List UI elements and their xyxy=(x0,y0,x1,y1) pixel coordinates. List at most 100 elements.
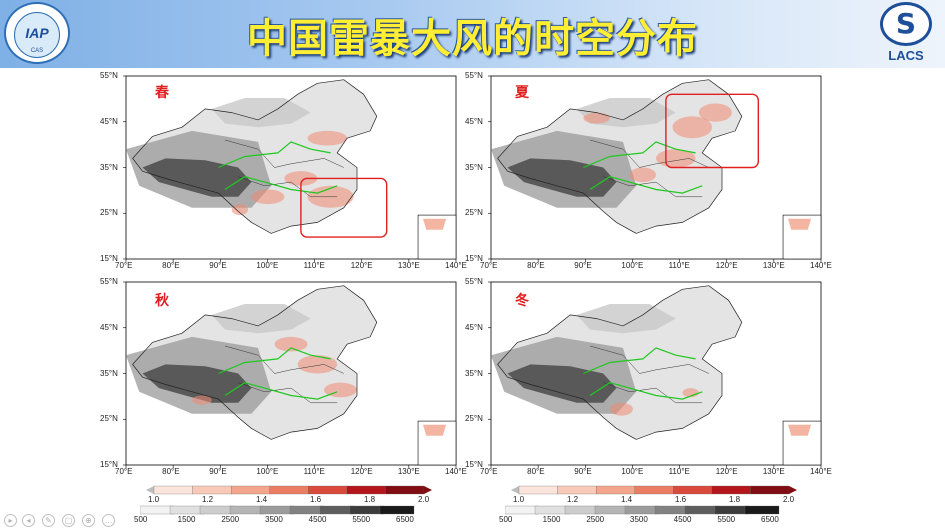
x-tick-label: 80°E xyxy=(162,467,180,476)
season-label-spring: 春 xyxy=(155,85,169,101)
x-tick-label: 110°E xyxy=(668,261,690,270)
map-plot xyxy=(488,281,822,468)
y-tick-label: 25°N xyxy=(100,208,118,218)
x-tick-label: 120°E xyxy=(350,261,373,270)
red-colorbar-tick: 2.0 xyxy=(783,495,795,504)
y-tick-label: 25°N xyxy=(465,208,483,218)
y-tick-label: 55°N xyxy=(465,277,483,286)
y-tick-label: 35°N xyxy=(100,368,118,378)
gray-colorbar-tick: 6500 xyxy=(396,515,414,524)
x-tick-label: 120°E xyxy=(350,467,373,476)
y-tick-label: 45°N xyxy=(465,322,483,332)
slide-header: IAP CAS 中国雷暴大风的时空分布 S LACS xyxy=(0,0,945,68)
map-plot xyxy=(488,75,822,262)
y-tick-label: 45°N xyxy=(100,322,118,332)
y-tick-label: 25°N xyxy=(100,414,118,424)
left-colorbars: 1.0 1.2 1.4 1.6 1.8 2.0 500 1500 2500 3500 4500 550… xyxy=(134,484,440,524)
slide-title: 中国雷暴大风的时空分布 xyxy=(247,16,698,62)
red-colorbar-tick: 1.0 xyxy=(148,495,160,504)
y-tick-label: 15°N xyxy=(100,460,118,469)
x-tick-label: 120°E xyxy=(715,261,738,270)
x-tick-label: 130°E xyxy=(762,467,785,476)
x-tick-label: 90°E xyxy=(574,467,592,476)
x-tick-label: 100°E xyxy=(621,467,644,476)
y-tick-label: 55°N xyxy=(100,71,118,80)
x-tick-label: 90°E xyxy=(574,261,592,270)
y-tick-label: 15°N xyxy=(100,254,118,263)
lacs-logo-text: LACS xyxy=(888,48,924,63)
gray-colorbar-tick: 500 xyxy=(134,515,148,524)
pen-icon[interactable]: ✎ xyxy=(42,514,55,527)
lacs-logo: S LACS xyxy=(874,2,938,66)
gray-colorbar-tick: 3500 xyxy=(265,515,283,524)
gray-colorbar-tick: 4500 xyxy=(673,515,692,524)
x-tick-label: 90°E xyxy=(209,467,227,476)
right-colorbars: 1.0 1.2 1.4 1.6 1.8 2.0 500 1500 2500 3500 4500 550… xyxy=(499,484,805,524)
x-tick-label: 100°E xyxy=(256,261,279,270)
map-plot xyxy=(123,281,457,468)
season-label-autumn: 秋 xyxy=(155,293,169,309)
red-colorbar-tick: 1.6 xyxy=(675,495,687,504)
y-tick-label: 35°N xyxy=(100,162,118,172)
x-tick-label: 120°E xyxy=(715,467,738,476)
x-tick-label: 90°E xyxy=(209,261,227,270)
y-tick-label: 35°N xyxy=(465,368,483,378)
x-tick-label: 70°E xyxy=(480,261,498,270)
y-tick-label: 55°N xyxy=(465,71,483,80)
iap-logo-subtext: CAS xyxy=(30,48,44,54)
x-tick-label: 140°E xyxy=(810,261,832,270)
y-tick-label: 25°N xyxy=(465,414,483,424)
zoom-icon[interactable]: ⊕ xyxy=(82,514,95,527)
more-icon[interactable]: … xyxy=(102,514,115,527)
x-tick-label: 70°E xyxy=(480,467,498,476)
x-tick-label: 100°E xyxy=(621,261,644,270)
gray-colorbar-tick: 1500 xyxy=(177,515,196,524)
play-icon[interactable]: ▸ xyxy=(4,514,17,527)
spring-map-panel: 春 55°N 45°N 35°N 25°N 15°N 70°E 80°E 90°E 100°E 1… xyxy=(100,70,470,280)
red-colorbar-tick: 1.0 xyxy=(513,495,525,504)
back-icon[interactable]: ◂ xyxy=(22,514,35,527)
red-colorbar-tick: 2.0 xyxy=(418,495,430,504)
iap-logo: IAP CAS xyxy=(4,2,70,64)
x-tick-label: 140°E xyxy=(810,467,832,476)
gray-colorbar-tick: 3500 xyxy=(630,515,648,524)
red-colorbar-tick: 1.2 xyxy=(567,495,579,504)
red-colorbar-tick: 1.6 xyxy=(310,495,322,504)
x-tick-label: 130°E xyxy=(397,261,420,270)
y-tick-label: 45°N xyxy=(100,116,118,126)
gray-colorbar-tick: 6500 xyxy=(761,515,779,524)
x-tick-label: 140°E xyxy=(445,261,467,270)
map-plot xyxy=(123,75,457,262)
x-tick-label: 80°E xyxy=(527,467,545,476)
red-colorbar-tick: 1.8 xyxy=(729,495,741,504)
red-colorbar-tick: 1.4 xyxy=(621,495,633,504)
y-tick-label: 15°N xyxy=(465,254,483,263)
iap-logo-text: IAP xyxy=(25,25,49,41)
x-tick-label: 130°E xyxy=(762,261,785,270)
gray-colorbar-tick: 1500 xyxy=(542,515,561,524)
x-tick-label: 80°E xyxy=(527,261,545,270)
x-tick-label: 110°E xyxy=(303,467,325,476)
red-colorbar-tick: 1.2 xyxy=(202,495,214,504)
season-label-summer: 夏 xyxy=(515,85,529,101)
lacs-emblem-icon: S xyxy=(880,2,932,46)
x-tick-label: 80°E xyxy=(162,261,180,270)
gray-colorbar-tick: 2500 xyxy=(586,515,605,524)
copy-icon[interactable]: ▢ xyxy=(62,514,75,527)
gray-colorbar-tick: 2500 xyxy=(221,515,240,524)
gray-colorbar-tick: 500 xyxy=(499,515,513,524)
season-label-winter: 冬 xyxy=(515,293,529,309)
x-tick-label: 70°E xyxy=(115,467,133,476)
winter-map-panel: 冬 55°N 45°N 35°N 25°N 15°N 70°E 80°E 90°E 100°E 1… xyxy=(465,276,835,486)
y-tick-label: 55°N xyxy=(100,277,118,286)
x-tick-label: 100°E xyxy=(256,467,279,476)
red-colorbar-tick: 1.4 xyxy=(256,495,268,504)
gray-colorbar-tick: 5500 xyxy=(352,515,371,524)
iap-logo-ring xyxy=(14,12,60,58)
summer-map-panel: 夏 55°N 45°N 35°N 25°N 15°N 70°E 80°E 90°E 100°E 1… xyxy=(465,70,835,280)
red-colorbar-tick: 1.8 xyxy=(364,495,376,504)
y-tick-label: 45°N xyxy=(465,116,483,126)
gray-colorbar-tick: 5500 xyxy=(717,515,736,524)
y-tick-label: 15°N xyxy=(465,460,483,469)
x-tick-label: 110°E xyxy=(668,467,690,476)
